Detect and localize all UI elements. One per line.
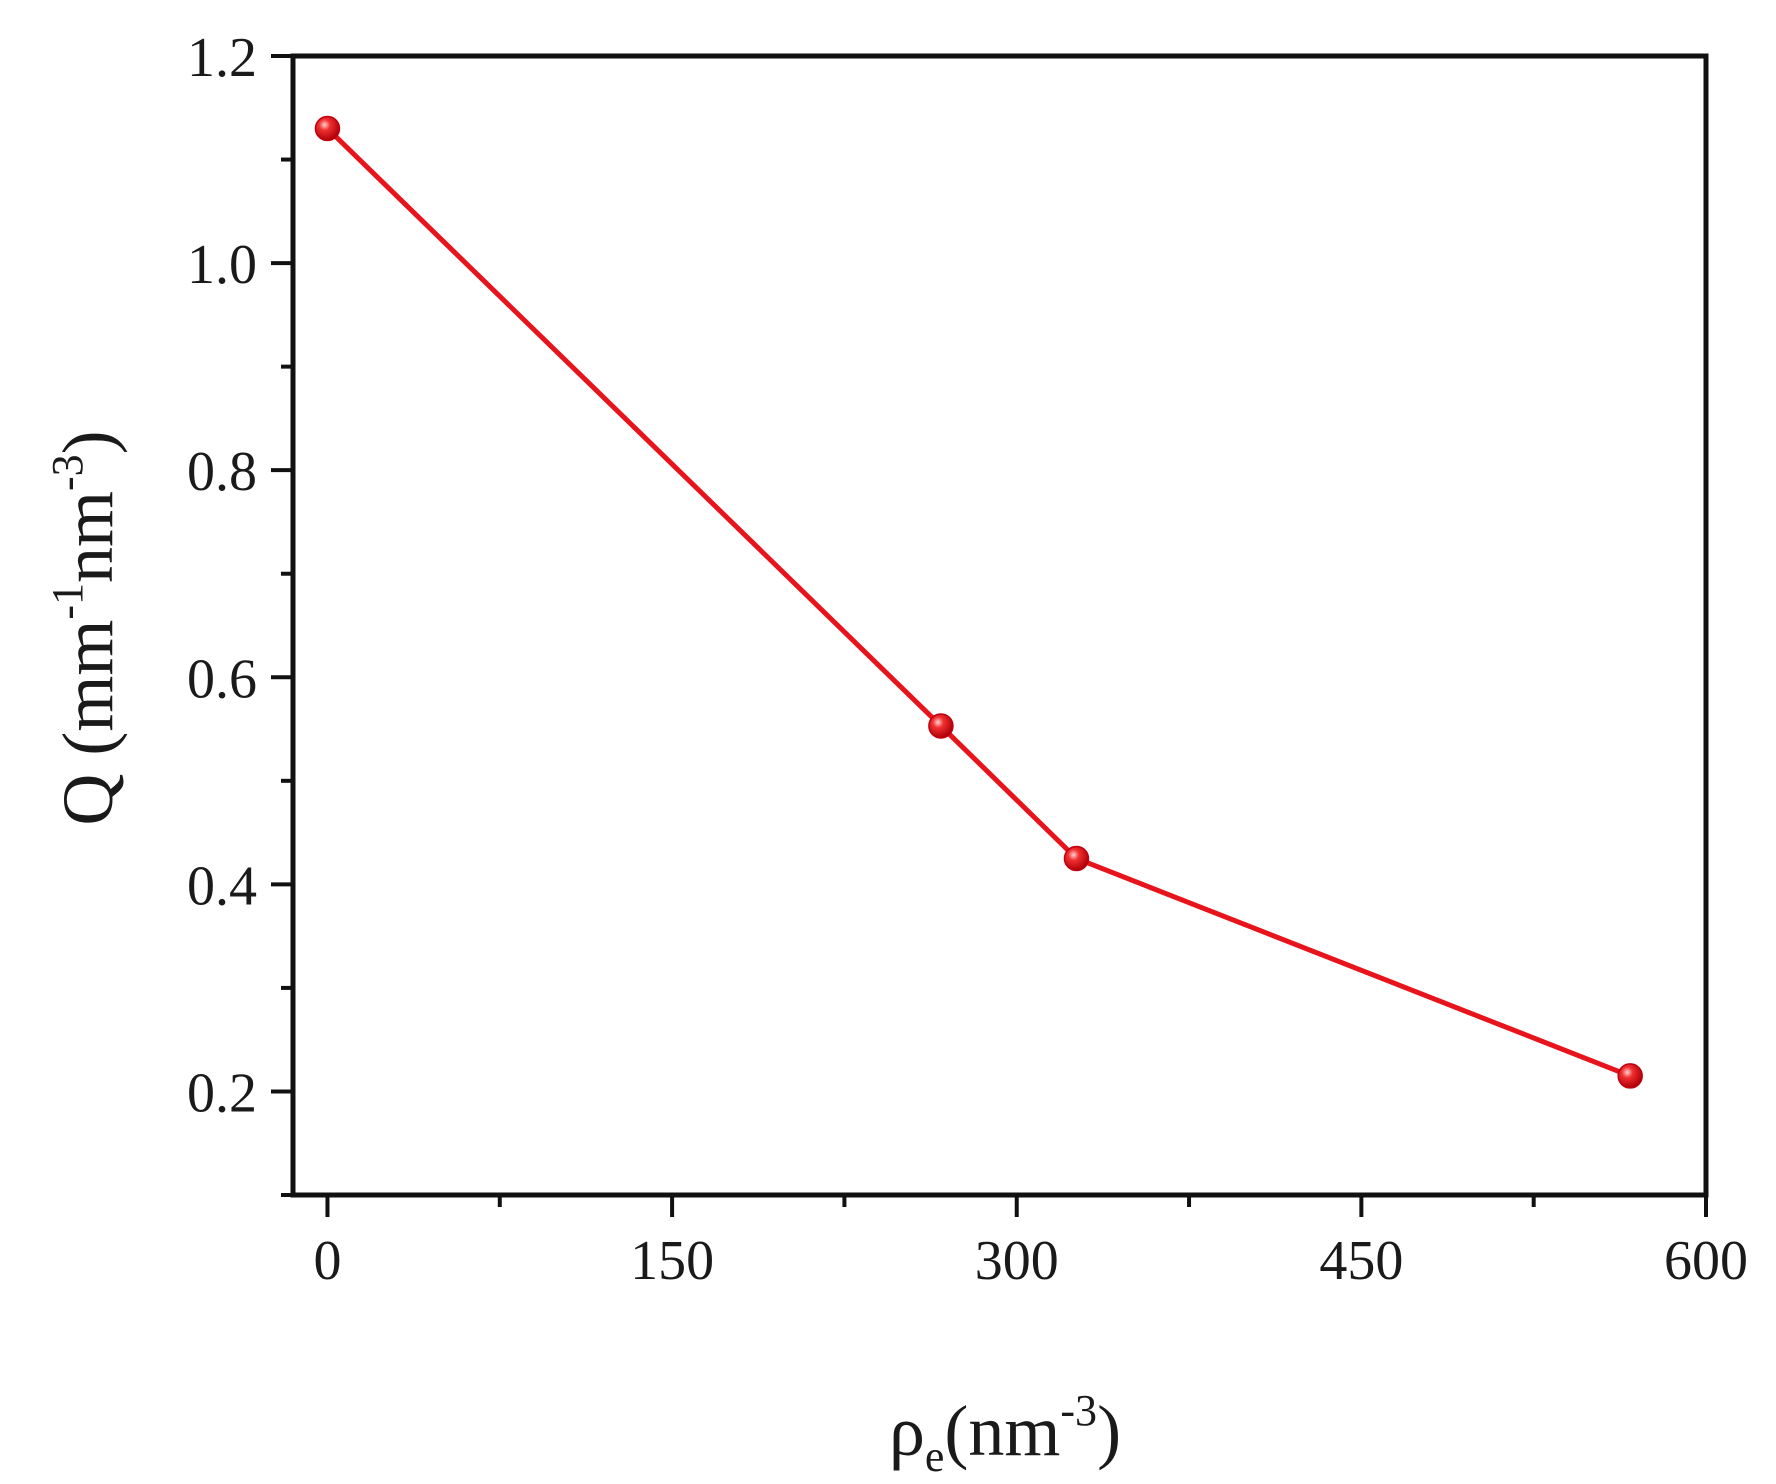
- x-tick-label: 300: [975, 1230, 1059, 1292]
- y-tick-label: 1.0: [187, 234, 257, 296]
- data-point: [928, 713, 954, 739]
- y-tick-label: 1.2: [187, 27, 257, 89]
- y-tick-label: 0.6: [187, 648, 257, 710]
- y-tick-label: 0.8: [187, 441, 257, 503]
- data-point: [1063, 845, 1090, 872]
- x-tick-label: 600: [1664, 1230, 1748, 1292]
- plot-border: [290, 53, 1709, 1198]
- data-point: [314, 115, 341, 142]
- x-tick-label: 450: [1319, 1230, 1403, 1292]
- y-axis-ticks: 0.2 0.4 0.6 0.8 1.0 1.2: [187, 27, 293, 1197]
- x-tick-label: 0: [313, 1230, 341, 1292]
- plot-frame: [290, 53, 1709, 1198]
- x-tick-label: 150: [630, 1230, 714, 1292]
- data-point: [1617, 1063, 1643, 1089]
- x-axis-title: ρe(nm-3): [889, 1386, 1121, 1481]
- y-tick-label: 0.2: [187, 1062, 257, 1124]
- series-line: [324, 125, 1633, 1079]
- x-axis-ticks: 0 150 300 450 600: [313, 1195, 1748, 1292]
- y-axis-title: Q (mm-1nm-3): [43, 430, 128, 825]
- y-tick-label: 0.4: [187, 855, 257, 917]
- series-layer: [314, 115, 1643, 1089]
